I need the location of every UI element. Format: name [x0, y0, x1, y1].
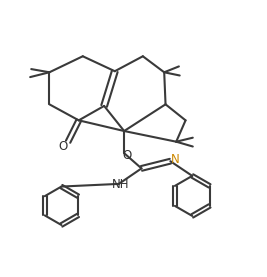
Text: O: O [123, 149, 132, 162]
Text: NH: NH [111, 178, 129, 191]
Text: O: O [59, 140, 68, 153]
Text: N: N [171, 153, 179, 166]
